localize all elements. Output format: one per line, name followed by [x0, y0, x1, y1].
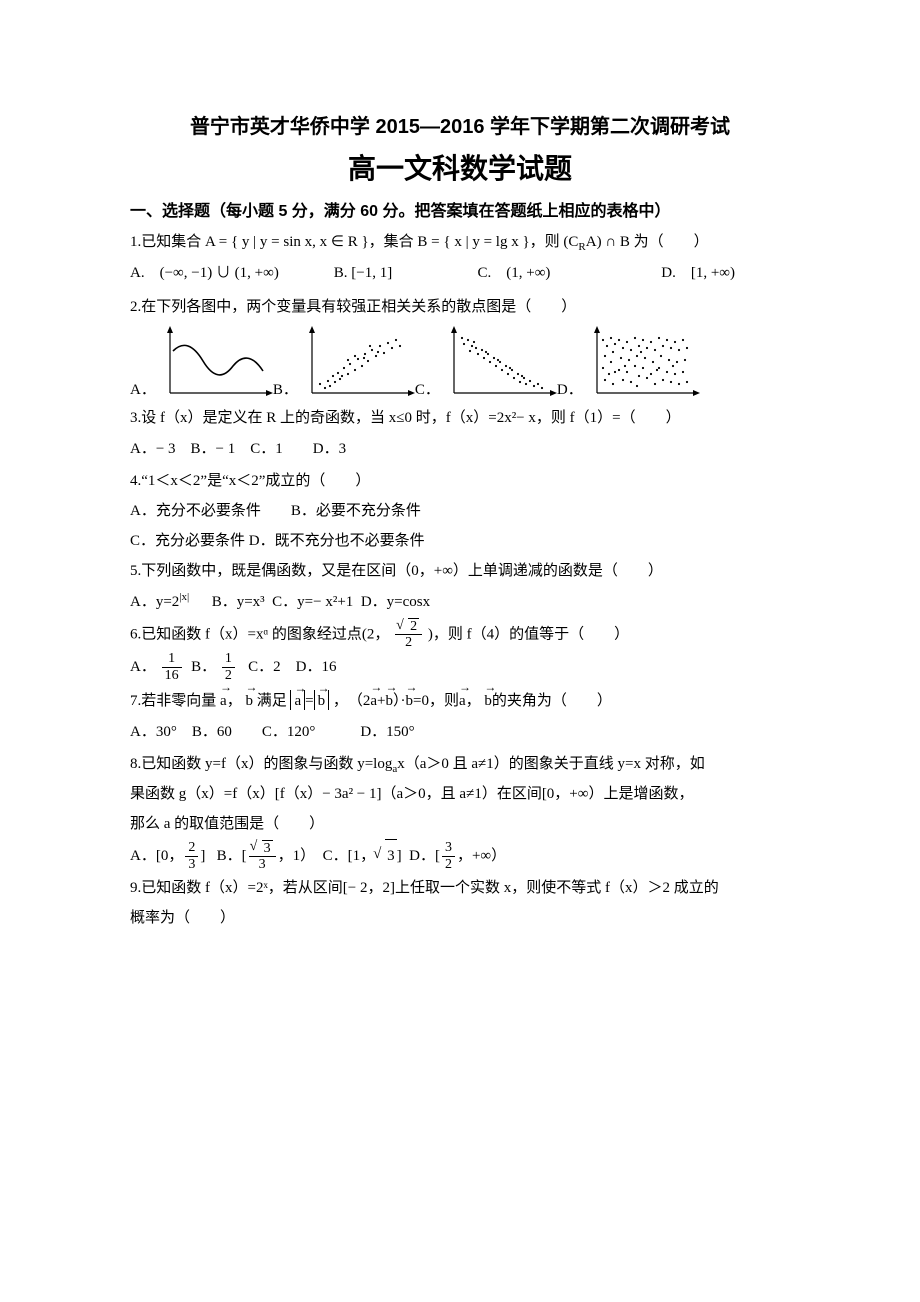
q3-stem: 3.设 f（x）是定义在 R 上的奇函数，当 x≤0 时，f（x）=2x²− x… [130, 403, 790, 433]
q1-optC: C. (1, +∞) [478, 257, 658, 290]
q8-B-pre: B．[ [217, 840, 247, 873]
q4-line2: C．充分必要条件 D．既不充分也不必要条件 [130, 526, 790, 556]
q6-optA-label: A． [130, 651, 156, 684]
q9-l1: 9.已知函数 f（x）=2ˣ，若从区间[− 2，2]上任取一个实数 x，则使不等… [130, 873, 790, 903]
q6-optB: B． 12 [191, 651, 237, 684]
q2-svg-B [300, 326, 415, 401]
q7-mid1: 满足 [257, 693, 287, 709]
q1-stem: 1.已知集合 A = { y | y = sin x, x ∈ R }，集合 B… [130, 227, 790, 257]
q8-B-den: 3 [249, 857, 276, 872]
q1-stem-post: A) ∩ B 为（ ） [586, 234, 709, 250]
q2-plot-C: C． [415, 326, 557, 401]
q6-A-num: 1 [162, 651, 182, 667]
q1-optB: B. [−1, 1] [334, 257, 474, 290]
q2-svg-C [442, 326, 557, 401]
q1-optD: D. [1, +∞) [661, 257, 735, 290]
q6-frac: 2 2 [395, 619, 422, 651]
q8-A-post: ] [200, 840, 205, 873]
q7-tail: 的夹角为（ ） [492, 693, 612, 709]
vec-b2-icon: b [318, 690, 326, 710]
q5-optB: B．y=x³ [212, 586, 265, 619]
q1-stem-pre: 1.已知集合 A = { y | y = sin x, x ∈ R }，集合 B… [130, 234, 578, 250]
q6-stem-pre: 6.已知函数 f（x）=xᵅ 的图象经过点(2， [130, 626, 389, 642]
q8-options: A．[0，23] B．[33，1） C．[1，3] D．[32，+∞） [130, 839, 790, 873]
vec-a2-icon: a [294, 690, 301, 710]
q4-stem: 4.“1＜x＜2”是“x＜2”成立的（ ） [130, 466, 790, 496]
q3-options: A．− 3 B．− 1 C．1 D．3 [130, 433, 790, 466]
q2-label-D: D． [557, 378, 583, 401]
q2-plots: A． B． C． D． [130, 326, 790, 401]
q8-l1: 8.已知函数 y=f（x）的图象与函数 y=logax（a＞0 且 a≠1）的图… [130, 749, 790, 779]
q9-l2: 概率为（ ） [130, 903, 790, 933]
q7-comma: ， [466, 693, 481, 709]
paper-title: 高一文科数学试题 [130, 147, 790, 187]
q6-optD: D．16 [296, 651, 337, 684]
q4-line1: A．充分不必要条件 B．必要不充分条件 [130, 496, 790, 526]
q8-l1-pre: 8.已知函数 y=f（x）的图象与函数 y=log [130, 756, 392, 772]
q8-optC: C．[1，3] [323, 839, 402, 873]
q5-stem: 5.下列函数中，既是偶函数，又是在区间（0，+∞）上单调递减的函数是（ ） [130, 556, 790, 586]
q7-eq: =0，则 [413, 693, 459, 709]
q8-A-den: 3 [185, 857, 198, 872]
q8-optD: D．[32，+∞） [409, 840, 506, 873]
q6-optA: A． 116 [130, 651, 184, 684]
vec-b3-icon: b [386, 684, 394, 716]
abs-b: b [314, 690, 330, 710]
q8-D-post: ，+∞） [457, 840, 506, 873]
school-line: 普宁市英才华侨中学 2015—2016 学年下学期第二次调研考试 [130, 110, 790, 139]
q8-D-num: 3 [442, 840, 455, 856]
q7-plus: + [377, 693, 385, 709]
vec-b5-icon: b [484, 684, 492, 716]
q1-options: A. (−∞, −1) ∪ (1, +∞) B. [−1, 1] C. (1, … [130, 257, 790, 290]
q7-mid2: ， （2 [333, 693, 371, 709]
vec-a-icon: a [220, 684, 227, 716]
q8-l1-post: x（a＞0 且 a≠1）的图象关于直线 y=x 对称，如 [397, 756, 705, 772]
q8-A-num: 2 [185, 840, 198, 856]
q2-plot-B: B． [273, 326, 415, 401]
exam-page: 普宁市英才华侨中学 2015—2016 学年下学期第二次调研考试 高一文科数学试… [0, 0, 920, 973]
q8-D-pre: D．[ [409, 840, 440, 873]
vec-b4-icon: b [406, 684, 414, 716]
q8-l3: 那么 a 的取值范围是（ ） [130, 809, 790, 839]
q8-optA: A．[0，23] [130, 840, 205, 873]
q8-A-pre: A．[0， [130, 840, 183, 873]
q5-optA-pre: A．y=2 [130, 586, 179, 619]
q6-A-den: 16 [162, 668, 182, 683]
section-1-heading: 一、选择题（每小题 5 分，满分 60 分。把答案填在答题纸上相应的表格中） [130, 197, 790, 221]
q8-D-den: 2 [442, 857, 455, 872]
q1-sub: R [578, 241, 585, 253]
q2-plot-A: A． [130, 326, 273, 401]
q5-optD: D．y=cosx [361, 586, 430, 619]
q2-label-A: A． [130, 378, 156, 401]
vec-a3-icon: a [370, 684, 377, 716]
q2-stem: 2.在下列各图中，两个变量具有较强正相关关系的散点图是（ ） [130, 292, 790, 322]
vec-b-icon: b [245, 684, 253, 716]
q6-stem-post: )，则 f（4）的值等于（ ） [428, 626, 629, 642]
q7-options: A．30° B．60 C．120° D．150° [130, 716, 790, 749]
q2-label-C: C． [415, 378, 440, 401]
q8-B-post: ，1） [278, 840, 316, 873]
q7-pre: 7.若非零向量 [130, 693, 216, 709]
q7-dot: ）· [393, 693, 406, 709]
q5-optA-sup: |x| [179, 591, 189, 603]
q6-frac-den: 2 [395, 635, 422, 650]
q2-svg-D [585, 326, 700, 401]
q2-plot-D: D． [557, 326, 700, 401]
q6-stem: 6.已知函数 f（x）=xᵅ 的图象经过点(2， 2 2 )，则 f（4）的值等… [130, 619, 790, 651]
q8-optB: B．[33，1） [217, 840, 316, 873]
q2-svg-A [158, 326, 273, 401]
q5-optA: A．y=2|x| [130, 586, 189, 619]
vec-a4-icon: a [459, 684, 466, 716]
q5-options: A．y=2|x| B．y=x³ C．y=− x²+1 D．y=cosx [130, 586, 790, 619]
q8-l2: 果函数 g（x）=f（x）[f（x）− 3a² − 1]（a＞0，且 a≠1）在… [130, 779, 790, 809]
q2-label-B: B． [273, 378, 298, 401]
q1-optA: A. (−∞, −1) ∪ (1, +∞) [130, 257, 330, 290]
q6-B-num: 1 [222, 651, 235, 667]
abs-a: a [290, 690, 305, 710]
q7-stem: 7.若非零向量 a， b 满足 a=b ， （2a+b）·b=0，则a， b的夹… [130, 684, 790, 716]
q6-optB-label: B． [191, 651, 216, 684]
q5-optC: C．y=− x²+1 [272, 586, 353, 619]
